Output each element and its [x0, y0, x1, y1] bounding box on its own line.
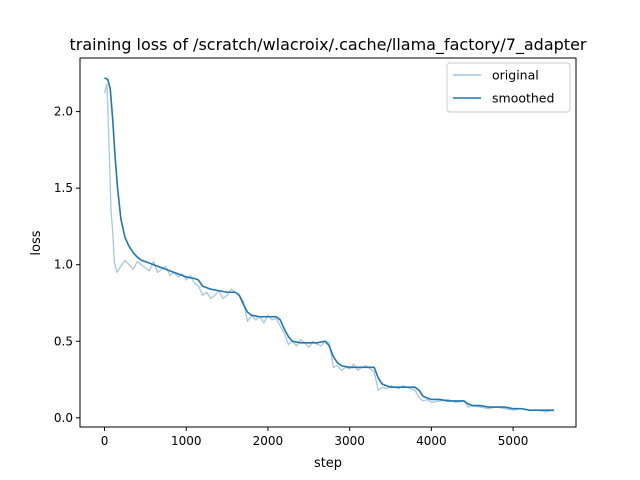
y-axis-label: loss [29, 230, 44, 255]
x-tick-label: 0 [101, 434, 109, 448]
series-line-smoothed [104, 77, 554, 411]
x-tick-label: 5000 [498, 434, 529, 448]
chart-title: training loss of /scratch/wlacroix/.cach… [69, 35, 586, 55]
legend-label-smoothed: smoothed [492, 91, 554, 106]
x-tick-label: 1000 [171, 434, 202, 448]
y-tick-label: 1.5 [54, 181, 73, 195]
y-tick-label: 2.0 [54, 105, 73, 119]
y-tick-label: 0.5 [54, 334, 73, 348]
legend-label-original: original [492, 68, 539, 83]
plot-series [103, 77, 555, 413]
y-tick-label: 1.0 [54, 258, 73, 272]
y-axis: 0.0 0.5 1.0 1.5 2.0 [54, 105, 80, 425]
x-axis-label: step [314, 456, 342, 471]
x-axis: 0 1000 2000 3000 4000 5000 [101, 427, 529, 448]
y-tick-label: 0.0 [54, 411, 73, 425]
axes-frame [79, 57, 577, 428]
series-line-original [103, 83, 555, 413]
x-tick-label: 3000 [334, 434, 365, 448]
legend: original smoothed [446, 62, 571, 113]
x-tick-label: 2000 [253, 434, 284, 448]
x-tick-label: 4000 [416, 434, 447, 448]
